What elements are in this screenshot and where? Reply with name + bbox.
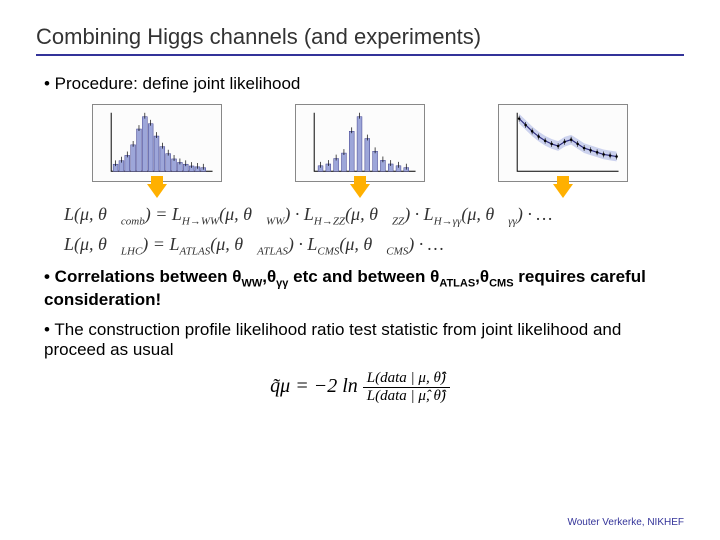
arrow-icon	[350, 184, 370, 198]
formula-lhc: L(μ, θ⃗LHC) = LATLAS(μ, θ⃗ATLAS) · LCMS(…	[64, 234, 684, 258]
bullet-construction: • The construction profile likelihood ra…	[36, 320, 684, 360]
arrow-icon	[147, 184, 167, 198]
bullet-procedure: • Procedure: define joint likelihood	[36, 74, 684, 94]
chart-hww	[92, 104, 222, 182]
formula-comb: L(μ, θ⃗comb) = LH→WW(μ, θ⃗WW) · LH→ZZ(μ,…	[64, 204, 684, 228]
formula-teststat: q̃μ = −2 ln L(data | μ, θ̂̂)L(data | μ̂,…	[36, 370, 684, 405]
charts-row	[36, 104, 684, 182]
arrows-row	[36, 184, 684, 198]
arrow-icon	[553, 184, 573, 198]
slide-title: Combining Higgs channels (and experiment…	[36, 24, 684, 56]
chart-hzz	[295, 104, 425, 182]
bullet-correlations: • Correlations between θWW,θγγ etc and b…	[36, 267, 684, 309]
chart-hgg	[498, 104, 628, 182]
footer-credit: Wouter Verkerke, NIKHEF	[567, 517, 684, 528]
